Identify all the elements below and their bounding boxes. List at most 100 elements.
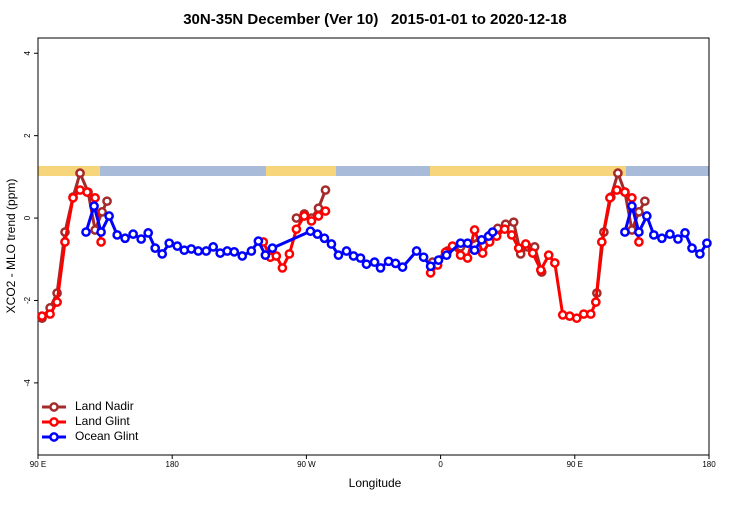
point	[590, 297, 601, 307]
point	[229, 247, 240, 257]
point	[425, 261, 436, 272]
point	[143, 228, 154, 238]
point	[687, 243, 697, 253]
point	[641, 211, 652, 221]
point	[102, 196, 112, 207]
point	[673, 234, 683, 244]
point	[627, 201, 637, 211]
point	[96, 227, 106, 237]
point	[397, 262, 408, 272]
point	[104, 211, 114, 221]
point	[312, 229, 323, 239]
point	[506, 230, 517, 240]
x-tick-label: 90 E	[30, 460, 46, 469]
point	[150, 243, 161, 253]
point	[665, 229, 675, 239]
point	[120, 233, 130, 244]
ocean-band	[336, 166, 430, 176]
point	[476, 235, 487, 245]
point	[89, 201, 99, 211]
point	[284, 249, 295, 259]
point	[613, 168, 623, 179]
point	[172, 241, 183, 251]
point	[627, 193, 637, 203]
legend-label: Land Glint	[75, 414, 130, 428]
point	[418, 252, 429, 263]
point	[499, 224, 510, 235]
point	[136, 234, 147, 244]
point	[82, 187, 92, 197]
point	[462, 238, 473, 249]
plot-frame	[37, 37, 710, 456]
point	[68, 193, 78, 203]
y-tick-label: 2	[23, 133, 32, 138]
point	[513, 243, 524, 253]
point	[157, 249, 168, 259]
chart-title: 30N-35N December (Ver 10) 2015-01-01 to …	[183, 11, 567, 28]
point	[253, 236, 264, 246]
point	[246, 246, 257, 256]
point	[75, 168, 85, 179]
point	[620, 227, 630, 237]
point	[319, 233, 330, 244]
point	[640, 196, 650, 207]
point	[291, 213, 302, 223]
point	[549, 258, 560, 268]
point	[291, 224, 302, 235]
point	[128, 229, 138, 239]
point	[390, 258, 401, 269]
point	[355, 253, 366, 263]
y-tick-label: 0	[23, 215, 32, 220]
point	[237, 251, 248, 261]
x-axis-title: Longitude	[349, 476, 402, 490]
point	[320, 185, 331, 195]
point	[341, 246, 352, 256]
point	[60, 237, 70, 247]
land-band	[38, 166, 100, 176]
point	[271, 251, 282, 261]
point	[277, 263, 288, 273]
ocean-band	[626, 166, 709, 176]
legend-label: Ocean Glint	[75, 429, 139, 443]
x-tick-label: 180	[166, 460, 180, 469]
point	[648, 230, 659, 240]
legend-marker	[49, 417, 59, 427]
x-tick-label: 0	[438, 460, 443, 469]
legend-label: Land Nadir	[75, 399, 134, 413]
point	[585, 309, 596, 319]
point	[634, 207, 644, 217]
point	[45, 309, 55, 319]
legend-marker	[49, 402, 59, 412]
point	[695, 249, 705, 259]
point	[193, 246, 204, 256]
point	[326, 239, 337, 249]
point	[680, 228, 690, 238]
point	[375, 263, 386, 273]
point	[469, 225, 480, 235]
point	[411, 246, 422, 256]
x-tick-label: 90 E	[567, 460, 583, 469]
point	[469, 245, 480, 256]
point	[657, 233, 667, 244]
series-line	[40, 171, 647, 320]
point	[508, 217, 519, 228]
point	[201, 246, 212, 256]
point	[620, 187, 630, 197]
y-axis-title: XCO2 - MLO trend (ppm)	[4, 179, 18, 314]
point	[208, 242, 219, 252]
point	[604, 193, 615, 203]
point	[369, 257, 380, 268]
point	[441, 250, 452, 261]
y-tick-label: -4	[23, 379, 32, 387]
point	[320, 206, 331, 216]
point	[164, 238, 175, 249]
point	[90, 193, 100, 203]
point	[306, 216, 317, 226]
point	[81, 227, 91, 237]
point	[361, 259, 372, 270]
point	[313, 211, 324, 221]
y-tick-label: -2	[23, 296, 32, 304]
point	[634, 237, 644, 247]
land-band	[430, 166, 626, 176]
